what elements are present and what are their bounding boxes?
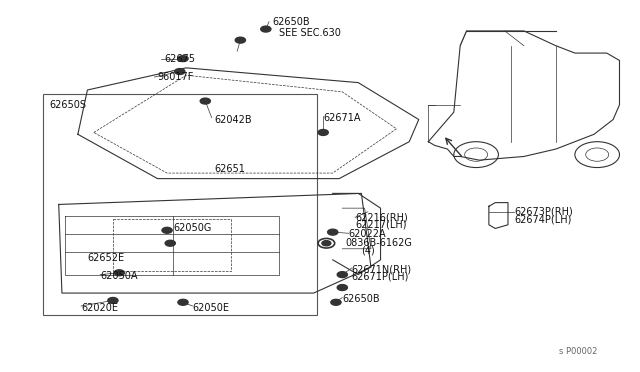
Text: 62675: 62675: [164, 54, 195, 64]
Circle shape: [200, 98, 211, 104]
Text: 62217(LH): 62217(LH): [355, 220, 406, 230]
Circle shape: [178, 56, 188, 62]
Circle shape: [236, 37, 246, 43]
Circle shape: [318, 129, 328, 135]
Text: SEE SEC.630: SEE SEC.630: [278, 28, 340, 38]
Text: 62650B: 62650B: [342, 294, 380, 304]
Text: 62651: 62651: [215, 164, 246, 174]
Text: 62650B: 62650B: [272, 17, 310, 27]
Text: 62671N(RH): 62671N(RH): [352, 264, 412, 274]
Text: 62674P(LH): 62674P(LH): [515, 214, 572, 224]
Text: 96017F: 96017F: [157, 72, 194, 82]
Text: 62671P(LH): 62671P(LH): [352, 272, 409, 282]
Text: 0836B-6162G: 0836B-6162G: [346, 238, 412, 248]
Text: 62042B: 62042B: [215, 115, 253, 125]
Text: 62050G: 62050G: [173, 224, 212, 234]
Text: 62673P(RH): 62673P(RH): [515, 207, 573, 217]
Circle shape: [114, 270, 124, 276]
Circle shape: [178, 299, 188, 305]
Circle shape: [165, 240, 175, 246]
Text: 62652E: 62652E: [88, 253, 125, 263]
Circle shape: [331, 299, 341, 305]
Text: 62050E: 62050E: [193, 303, 230, 313]
Text: 62650S: 62650S: [49, 100, 86, 110]
Text: 62050A: 62050A: [100, 272, 138, 282]
Bar: [43, 94, 317, 315]
Circle shape: [337, 285, 348, 291]
Text: 62020E: 62020E: [81, 303, 118, 313]
Circle shape: [175, 68, 185, 74]
Circle shape: [108, 298, 118, 304]
Text: s P00002: s P00002: [559, 347, 597, 356]
Circle shape: [260, 26, 271, 32]
Text: 62216(RH): 62216(RH): [355, 212, 408, 222]
Circle shape: [337, 272, 348, 278]
Circle shape: [162, 227, 172, 233]
Text: (4): (4): [362, 246, 375, 256]
Circle shape: [328, 229, 338, 235]
Text: 62022A: 62022A: [349, 229, 387, 239]
Circle shape: [322, 241, 331, 246]
Text: 62671A: 62671A: [323, 113, 361, 123]
